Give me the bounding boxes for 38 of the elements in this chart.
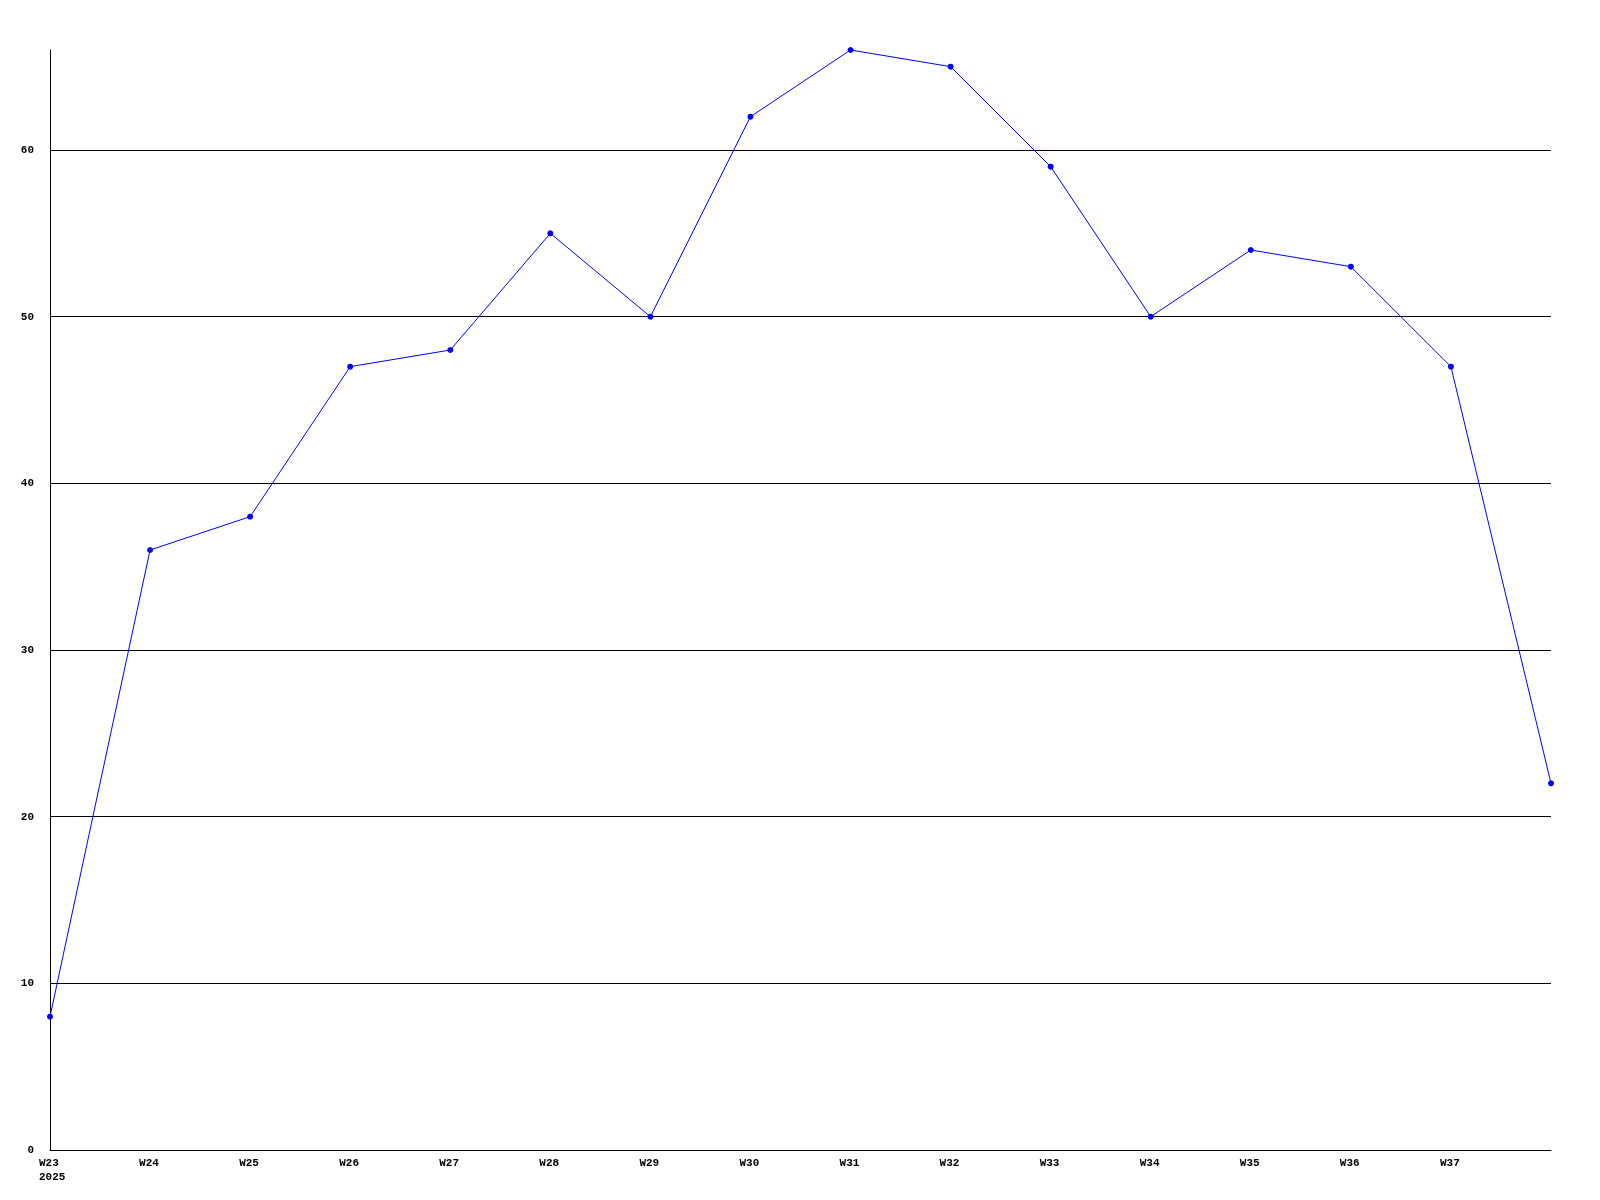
y-tick-label: 30 bbox=[20, 644, 34, 656]
point bbox=[747, 113, 754, 120]
point bbox=[447, 347, 454, 353]
y-tick-label: 40 bbox=[20, 477, 34, 490]
x-tick-label: W36 bbox=[1339, 1157, 1360, 1169]
x-tick-label: W24 bbox=[139, 1157, 160, 1169]
x-tick-label: W26 bbox=[339, 1157, 360, 1169]
point bbox=[147, 547, 154, 553]
point bbox=[1447, 363, 1454, 370]
y-tick-label: 50 bbox=[20, 310, 34, 323]
y-tick-label: 60 bbox=[20, 144, 34, 156]
point bbox=[1247, 247, 1254, 253]
point bbox=[847, 47, 854, 53]
point bbox=[247, 513, 254, 520]
x-tick-label: W31 bbox=[839, 1157, 860, 1169]
point bbox=[1347, 263, 1354, 270]
y-tick-label: 20 bbox=[20, 810, 34, 823]
y-tick-label: 0 bbox=[27, 1144, 34, 1156]
point bbox=[347, 363, 354, 370]
x-tick-label: W37 bbox=[1439, 1157, 1460, 1169]
point bbox=[1047, 163, 1054, 170]
x-tick-label: W33 bbox=[1039, 1157, 1060, 1169]
x-tick-label: W23 2025 bbox=[39, 1157, 66, 1183]
point bbox=[1147, 313, 1154, 320]
x-tick-label: W35 bbox=[1239, 1157, 1260, 1169]
point bbox=[1548, 780, 1554, 787]
x-tick-label: W28 bbox=[539, 1157, 560, 1169]
x-tick-label: W27 bbox=[439, 1157, 460, 1169]
x-tick-label: W25 bbox=[239, 1157, 260, 1169]
x-tick-label: W34 bbox=[1139, 1157, 1160, 1169]
point bbox=[647, 313, 654, 320]
x-tick-label: W32 bbox=[939, 1157, 960, 1169]
point bbox=[547, 230, 554, 237]
x-tick-label: W30 bbox=[739, 1157, 760, 1169]
point bbox=[47, 1013, 53, 1020]
x-tick-label: W29 bbox=[639, 1157, 660, 1169]
y-tick-label: 10 bbox=[20, 977, 34, 990]
point bbox=[947, 63, 954, 70]
